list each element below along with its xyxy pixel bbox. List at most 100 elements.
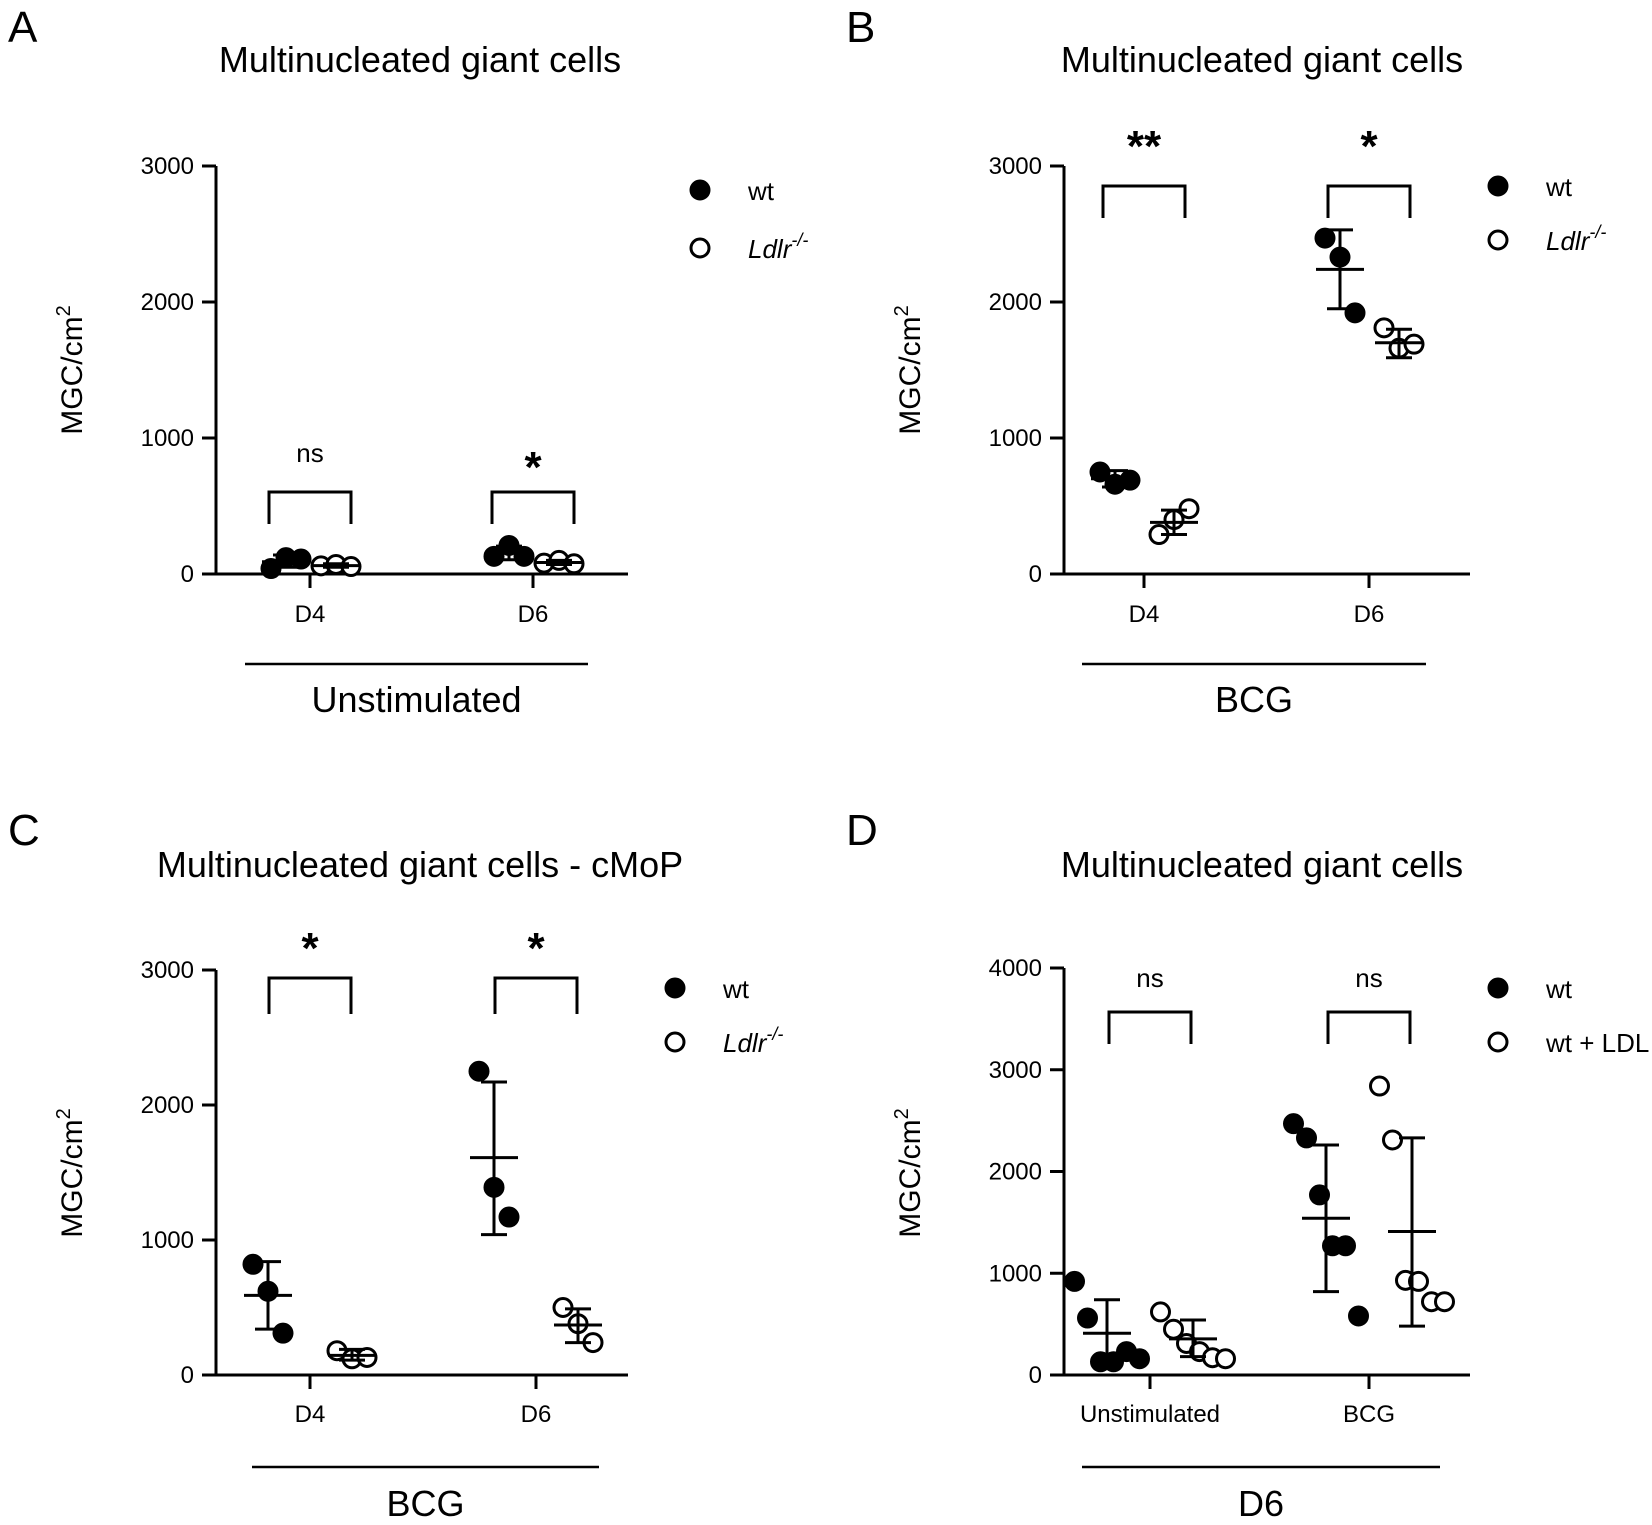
data-point-open xyxy=(356,1346,378,1368)
data-point-filled xyxy=(1077,1307,1098,1329)
y-axis-label-text: MGC/cm xyxy=(56,1119,89,1237)
legend-marker-filled xyxy=(1487,977,1509,999)
y-axis-label: MGC/cm2 xyxy=(891,305,927,434)
significance-bracket xyxy=(1107,1010,1193,1044)
y-axis-label-superscript: 2 xyxy=(53,305,75,316)
group-label: Unstimulated xyxy=(311,679,521,720)
legend-label: wt + LDL xyxy=(1545,1028,1649,1058)
data-point-filled xyxy=(1129,1348,1150,1370)
panel-letter: B xyxy=(846,3,875,52)
x-tick-label: D4 xyxy=(295,601,326,628)
x-tick-label: D4 xyxy=(295,1401,326,1428)
legend-label: wt xyxy=(1545,172,1573,202)
y-tick-label: 0 xyxy=(181,561,194,588)
legend-label: wt xyxy=(1545,974,1573,1004)
panel-letter: C xyxy=(8,806,40,855)
legend-label: Ldlr-/- xyxy=(748,230,808,264)
legend-label-text: wt xyxy=(1545,172,1573,202)
data-point-open xyxy=(1382,1129,1403,1151)
x-tick-label: D6 xyxy=(521,1401,552,1428)
panel-D: D Multinucleated giant cells 0 1000 2000 3000… xyxy=(846,806,1649,1524)
legend-label-text: Ldlr xyxy=(1546,226,1591,256)
y-axis-label-superscript: 2 xyxy=(891,1108,913,1119)
panel-A: A Multinucleated giant cells 0 1000 2000 3000… xyxy=(8,3,808,720)
y-axis-label: MGC/cm2 xyxy=(53,1108,89,1237)
x-tick-label: D6 xyxy=(518,601,549,628)
legend-marker-open xyxy=(1487,229,1509,251)
significance-label: * xyxy=(527,924,545,973)
legend-label: wt xyxy=(722,974,750,1004)
data-point-open xyxy=(1369,1075,1390,1097)
legend-label-text: wt xyxy=(722,974,750,1004)
data-point-filled xyxy=(272,1322,294,1344)
legend-label: wt xyxy=(747,176,775,206)
data-point-open xyxy=(1215,1348,1236,1370)
significance-label: * xyxy=(1360,122,1378,171)
legend-label-text: wt xyxy=(747,176,775,206)
y-tick-label: 3000 xyxy=(141,957,194,984)
panel-C: C Multinucleated giant cells - cMoP 0 1000 2… xyxy=(8,806,783,1524)
data-point-filled xyxy=(513,545,535,567)
y-tick-label: 2000 xyxy=(989,1159,1042,1186)
y-axis-label-text: MGC/cm xyxy=(894,1119,927,1237)
y-axis-label-text: MGC/cm xyxy=(56,316,89,434)
legend-label-superscript: -/- xyxy=(766,1024,783,1044)
data-point-open xyxy=(1434,1291,1455,1313)
panel-letter: A xyxy=(8,3,38,52)
data-point-filled xyxy=(1296,1127,1317,1149)
chart-title: Multinucleated giant cells xyxy=(1061,844,1463,885)
chart-title: Multinucleated giant cells xyxy=(219,39,621,80)
panel-B: B Multinucleated giant cells 0 1000 2000 3000… xyxy=(846,3,1606,720)
data-point-filled xyxy=(1335,1235,1356,1257)
y-tick-label: 1000 xyxy=(141,425,194,452)
y-tick-label: 1000 xyxy=(141,1227,194,1254)
x-tick-label: BCG xyxy=(1343,1401,1395,1428)
significance-bracket xyxy=(267,490,353,524)
significance-label: * xyxy=(301,924,319,973)
significance-bracket xyxy=(493,976,579,1014)
legend-label-text: Ldlr xyxy=(723,1028,768,1058)
chart-title: Multinucleated giant cells xyxy=(1061,39,1463,80)
significance-bracket xyxy=(267,976,353,1014)
legend-label: Ldlr-/- xyxy=(1546,222,1606,256)
panel-letter: D xyxy=(846,806,878,855)
legend-marker-filled xyxy=(689,179,711,201)
y-tick-label: 3000 xyxy=(141,153,194,180)
y-axis-label: MGC/cm2 xyxy=(53,305,89,434)
x-tick-label: D4 xyxy=(1129,601,1160,628)
group-label: BCG xyxy=(1215,679,1293,720)
y-tick-label: 2000 xyxy=(141,289,194,316)
significance-bracket xyxy=(490,490,576,524)
data-point-filled xyxy=(1348,1305,1369,1327)
data-point-filled xyxy=(498,1206,520,1228)
significance-label: ns xyxy=(296,438,323,468)
legend-marker-open xyxy=(689,237,711,259)
legend-label-text: Ldlr xyxy=(748,234,793,264)
data-point-filled xyxy=(290,548,312,570)
y-axis-label-superscript: 2 xyxy=(53,1108,75,1119)
data-point-filled xyxy=(242,1253,264,1275)
significance-label: ** xyxy=(1127,122,1162,171)
legend-marker-filled xyxy=(1487,175,1509,197)
y-tick-label: 4000 xyxy=(989,955,1042,982)
y-axis-label-superscript: 2 xyxy=(891,305,913,316)
group-label: D6 xyxy=(1238,1483,1284,1524)
legend-label-text: wt xyxy=(1545,974,1573,1004)
legend-label: Ldlr-/- xyxy=(723,1024,783,1058)
data-point-filled xyxy=(1314,227,1336,249)
group-label: BCG xyxy=(386,1483,464,1524)
significance-label: ns xyxy=(1355,963,1382,993)
data-point-filled xyxy=(1064,1270,1085,1292)
data-point-filled xyxy=(1309,1184,1330,1206)
y-tick-label: 1000 xyxy=(989,425,1042,452)
chart-title: Multinucleated giant cells - cMoP xyxy=(157,844,683,885)
legend-label-superscript: -/- xyxy=(1589,222,1606,242)
y-tick-label: 3000 xyxy=(989,1057,1042,1084)
data-point-filled xyxy=(1344,302,1366,324)
y-tick-label: 0 xyxy=(181,1362,194,1389)
y-axis-label: MGC/cm2 xyxy=(891,1108,927,1237)
x-tick-label: D6 xyxy=(1354,601,1385,628)
significance-bracket xyxy=(1326,1010,1412,1044)
y-tick-label: 2000 xyxy=(989,289,1042,316)
y-tick-label: 3000 xyxy=(989,153,1042,180)
